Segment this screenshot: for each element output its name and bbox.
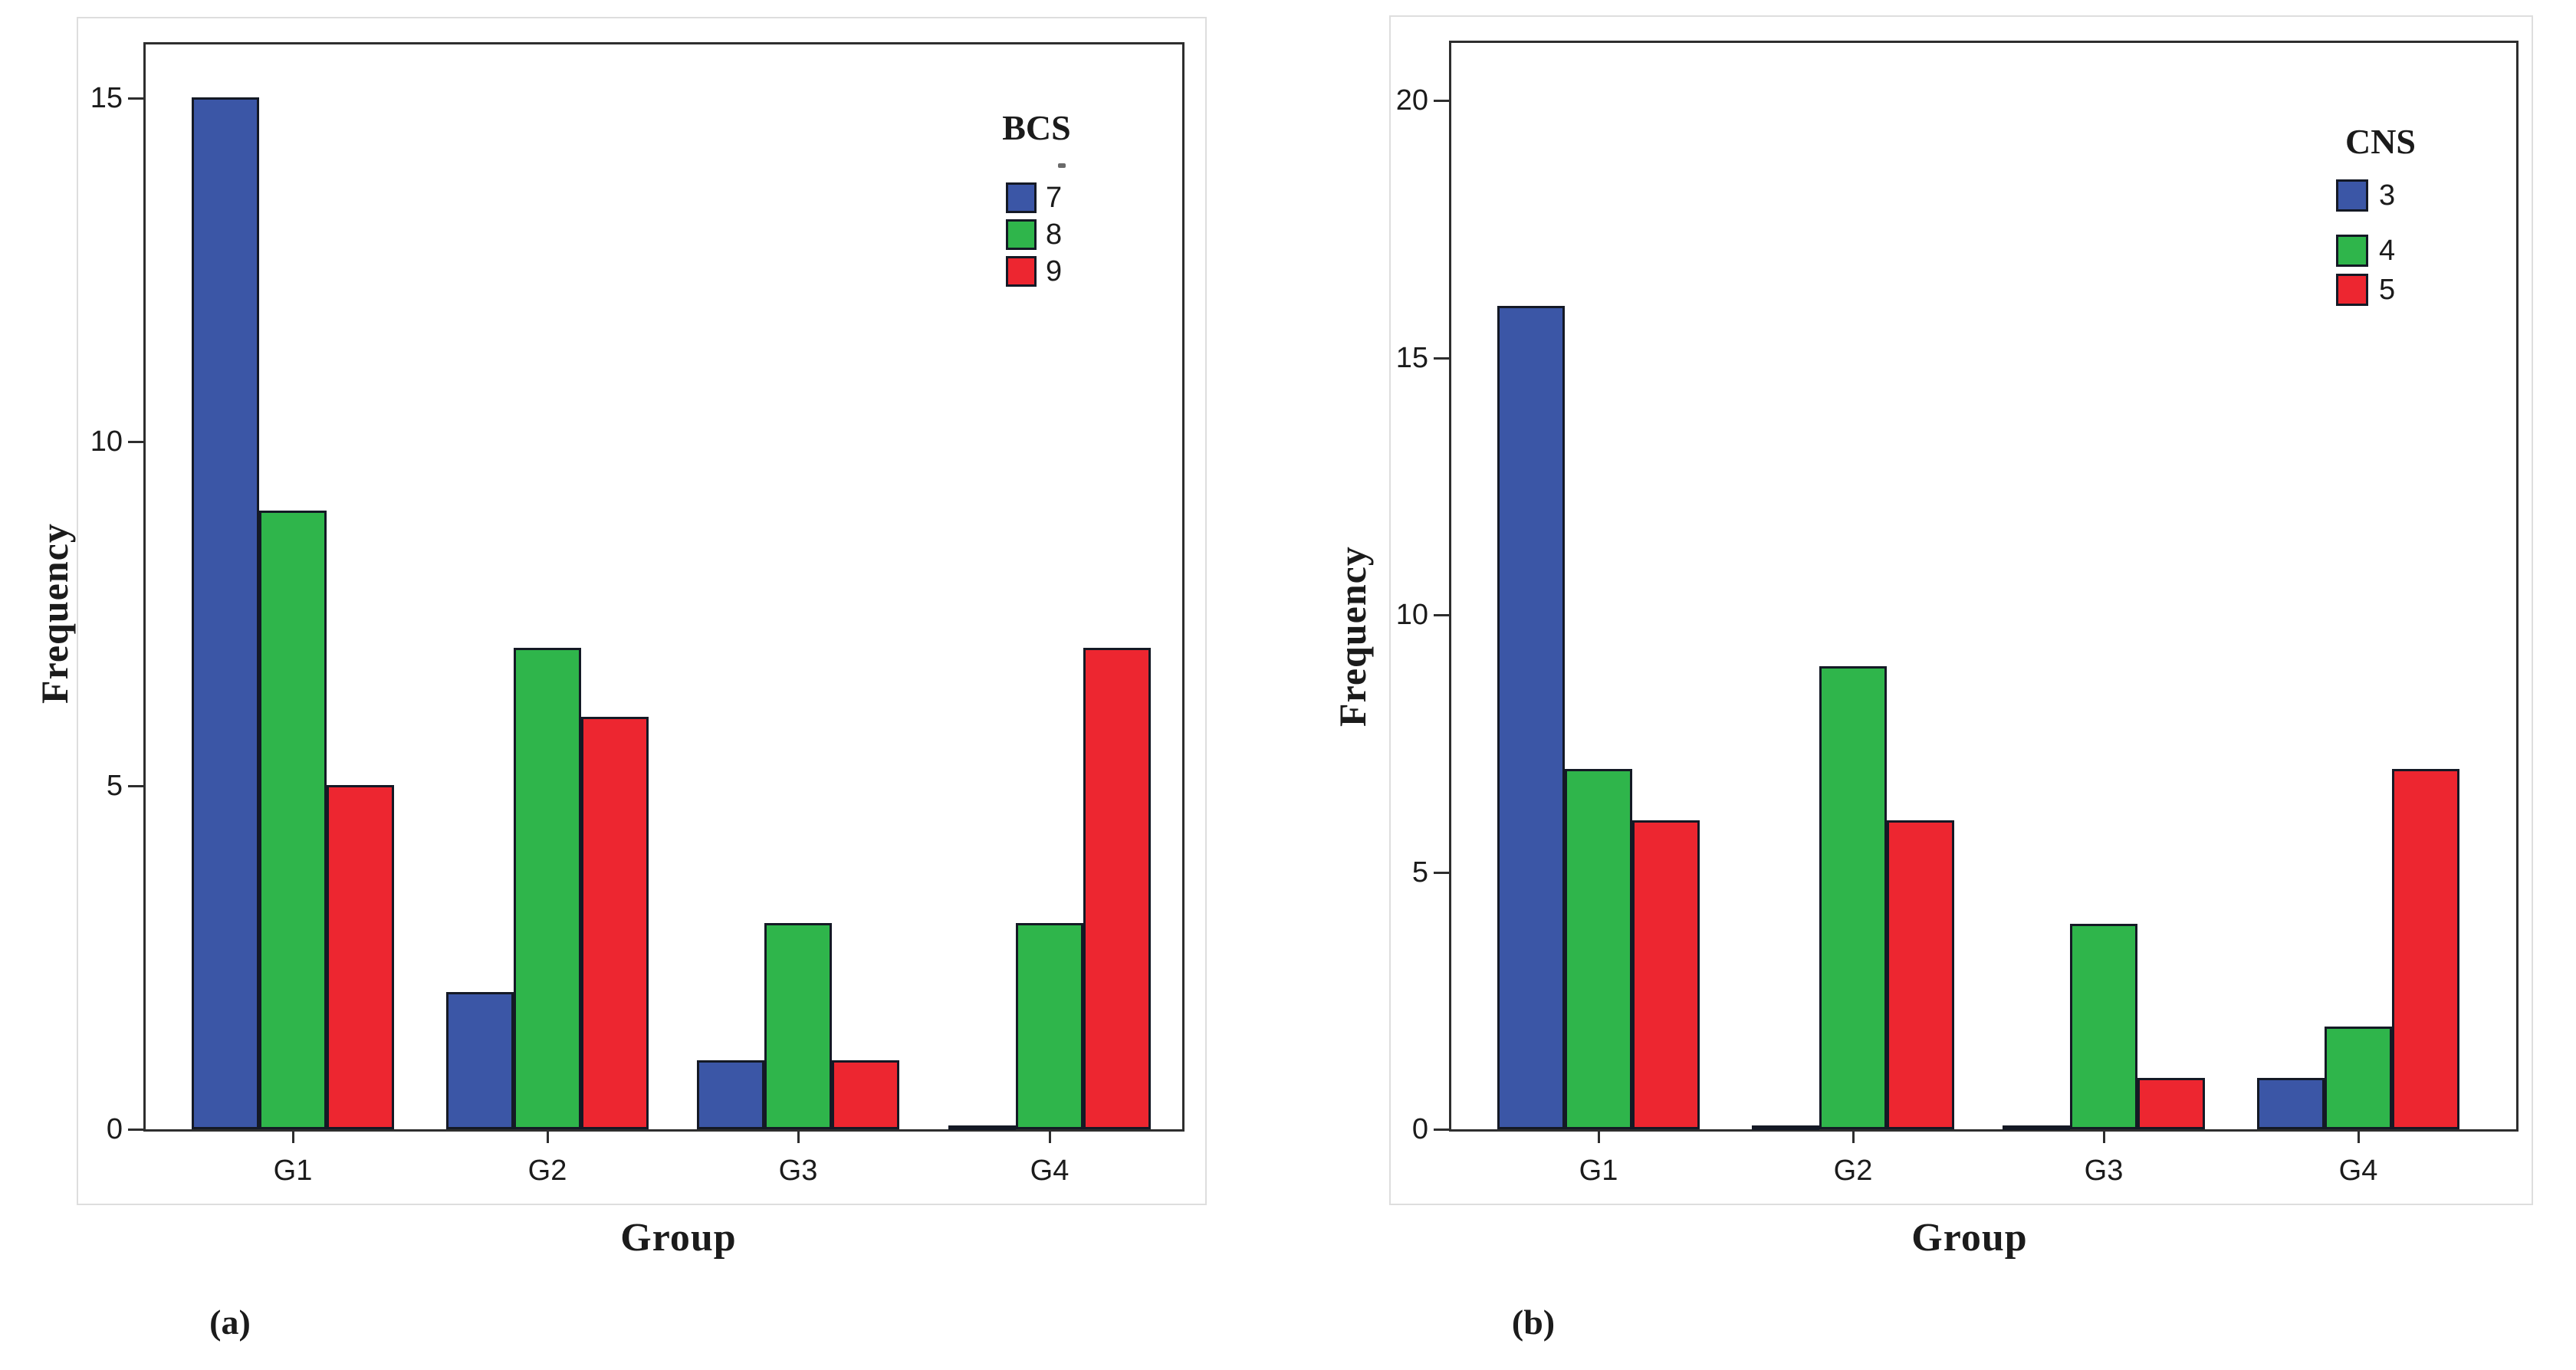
legend-label-7: 7: [1046, 182, 1063, 214]
x-axis-category-label: G2: [527, 1155, 567, 1187]
y-axis-tick: [1434, 1129, 1449, 1131]
bar-g2-series-5: [1887, 820, 1954, 1129]
bar-g3-series-7: [697, 1060, 764, 1129]
bar-g2-series-4: [1819, 666, 1887, 1129]
bar-g1-series-9: [327, 785, 394, 1129]
x-axis-tick: [547, 1131, 549, 1143]
x-axis-tick: [797, 1131, 800, 1143]
bar-g2-series-8: [514, 648, 581, 1129]
x-axis-category-label: G3: [778, 1155, 818, 1187]
y-axis-tick-label: 0: [106, 1113, 123, 1145]
x-axis-category-label: G4: [2338, 1155, 2378, 1187]
legend-artifact-dot: [1058, 163, 1066, 168]
y-axis-tick-label: 15: [90, 81, 123, 114]
chart-a-x-axis-title: Group: [620, 1216, 737, 1260]
x-axis-tick: [2358, 1131, 2360, 1143]
x-axis-tick: [292, 1131, 294, 1143]
y-axis-tick: [128, 784, 143, 787]
bar-g4-series-4: [2325, 1027, 2392, 1129]
bar-g1-series-5: [1632, 820, 1700, 1129]
bar-g2-series-7: [446, 992, 514, 1129]
legend-swatch-7: [1006, 182, 1037, 213]
chart-b-x-axis-title: Group: [1911, 1216, 2028, 1260]
legend-swatch-4: [2336, 235, 2368, 267]
y-axis-tick: [128, 441, 143, 443]
bar-g4-series-7: [948, 1125, 1016, 1130]
bar-g1-series-3: [1497, 306, 1565, 1129]
y-axis-tick: [128, 1129, 143, 1131]
chart-b-y-axis-title: Frequency: [1331, 546, 1374, 727]
legend-swatch-3: [2336, 179, 2368, 212]
y-axis-tick: [1434, 356, 1449, 360]
y-axis-tick: [128, 97, 143, 100]
chart-a-y-axis-title: Frequency: [33, 523, 76, 704]
bar-g1-series-8: [259, 511, 327, 1129]
bar-g4-series-3: [2257, 1078, 2325, 1129]
legend-label-3: 3: [2379, 179, 2396, 212]
legend-swatch-8: [1006, 219, 1037, 250]
bar-g2-series-9: [581, 717, 649, 1129]
y-axis-tick-label: 10: [1395, 599, 1428, 631]
bar-g3-series-4: [2070, 924, 2137, 1129]
bar-g3-series-5: [2137, 1078, 2205, 1129]
x-axis-category-label: G4: [1030, 1155, 1070, 1187]
legend-swatch-5: [2336, 274, 2368, 306]
bar-g4-series-5: [2392, 769, 2459, 1129]
bar-g1-series-7: [192, 97, 259, 1129]
legend-label-8: 8: [1046, 218, 1063, 251]
chart-a-legend-title: BCS: [1002, 108, 1071, 147]
bar-g3-series-9: [832, 1060, 899, 1129]
bar-g2-series-3: [1752, 1125, 1819, 1130]
y-axis-tick-label: 15: [1395, 341, 1428, 374]
legend-label-9: 9: [1046, 255, 1063, 287]
y-axis-tick-label: 20: [1395, 84, 1428, 117]
y-axis-tick: [1434, 100, 1449, 102]
y-axis-tick-label: 0: [1411, 1113, 1428, 1145]
x-axis-category-label: G1: [1579, 1155, 1618, 1187]
chart-b-caption: (b): [1511, 1303, 1556, 1342]
x-axis-category-label: G2: [1833, 1155, 1873, 1187]
bar-g4-series-9: [1083, 648, 1151, 1129]
y-axis-tick-label: 10: [90, 425, 123, 458]
y-axis-tick: [1434, 871, 1449, 874]
x-axis-tick: [1598, 1131, 1600, 1143]
chart-a-caption: (a): [209, 1303, 251, 1342]
y-axis-tick: [1434, 614, 1449, 616]
legend-label-4: 4: [2379, 235, 2396, 267]
y-axis-tick-label: 5: [106, 769, 123, 802]
bar-g4-series-8: [1016, 923, 1083, 1129]
x-axis-tick: [1852, 1131, 1855, 1143]
chart-b-legend-title: CNS: [2344, 122, 2417, 161]
bar-g3-series-8: [764, 923, 832, 1129]
legend-label-5: 5: [2379, 274, 2396, 306]
y-axis-tick-label: 5: [1411, 856, 1428, 889]
bar-g3-series-3: [2003, 1125, 2070, 1130]
x-axis-category-label: G1: [273, 1155, 313, 1187]
bar-g1-series-4: [1565, 769, 1632, 1129]
x-axis-tick: [1049, 1131, 1051, 1143]
x-axis-category-label: G3: [2084, 1155, 2124, 1187]
x-axis-tick: [2103, 1131, 2105, 1143]
legend-swatch-9: [1006, 256, 1037, 287]
